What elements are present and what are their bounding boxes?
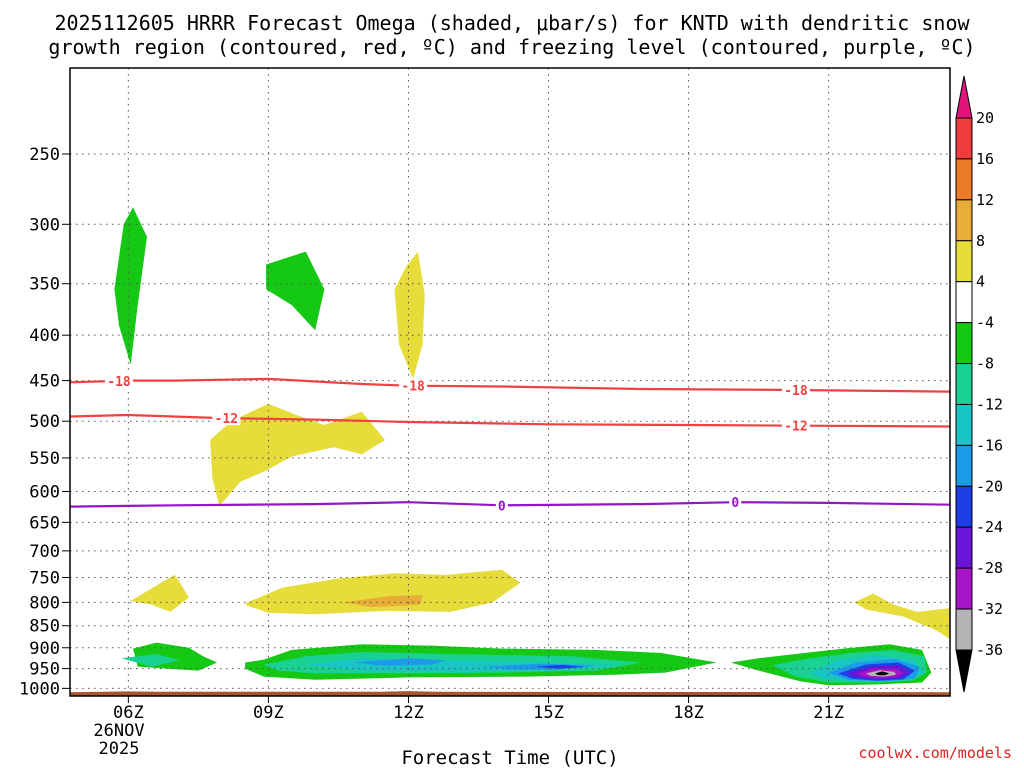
- isotherm-label-bg-2-1: [729, 495, 742, 510]
- colorbar-bin-12-to-16: [955, 158, 973, 201]
- ytick-label-600: 600: [29, 482, 60, 502]
- x-axis-ticks: 06Z 09Z 12Z 15Z 18Z 21Z: [113, 696, 844, 723]
- ytick-label-800: 800: [29, 593, 60, 613]
- date-label-year: 2025: [99, 739, 140, 759]
- omega-region-13: [352, 658, 446, 666]
- omega-region-24: [875, 671, 890, 676]
- omega-region-10: [121, 654, 180, 667]
- omega-region-4: [130, 574, 189, 612]
- isotherm-layer: -18 -18 -18 -12 -12 0 0: [70, 373, 950, 514]
- ytick-label-700: 700: [29, 542, 60, 562]
- isotherm-label-bg-0-0: [105, 373, 134, 388]
- ytick-label-300: 300: [29, 215, 60, 235]
- isotherm-label-bg-0-1: [399, 378, 428, 393]
- isotherm-label-2-0: 0: [498, 499, 506, 514]
- omega-region-15: [534, 664, 586, 669]
- isotherm-label-bg-2-0: [495, 498, 508, 513]
- ytick-label-250: 250: [29, 145, 60, 165]
- colorbar-bottom-arrow: [955, 649, 973, 693]
- colorbar-bin--32-to--28: [955, 567, 973, 610]
- isotherm-label-2-1: 0: [731, 496, 739, 511]
- colorbar: 20 16 12 8 4 -4 -8 -12 -16 -20 -24 -28 -32 -36: [955, 75, 1003, 693]
- isotherm-line-2: [70, 501, 950, 508]
- ytick-label-550: 550: [29, 449, 60, 469]
- terrain-band: [70, 691, 950, 696]
- isotherm-label-0-1: -18: [401, 380, 425, 395]
- colorbar-bin--12-to--8: [955, 363, 973, 405]
- y-axis-ticks: 2503003504004505005506006507007508008509…: [19, 145, 70, 699]
- ytick-label-650: 650: [29, 513, 60, 533]
- colorbar-label-5: -4: [976, 314, 994, 332]
- xtick-label-12Z: 12Z: [393, 703, 424, 723]
- ytick-label-400: 400: [29, 326, 60, 346]
- colorbar-bin--24-to--20: [955, 485, 973, 528]
- colorbar-label-7: -12: [976, 395, 1003, 413]
- colorbar-label-4: 4: [976, 273, 985, 291]
- xtick-label-18Z: 18Z: [673, 703, 704, 723]
- colorbar-label-10: -24: [976, 518, 1003, 536]
- colorbar-label-11: -28: [976, 559, 1003, 577]
- omega-region-0: [114, 207, 147, 365]
- isotherm-label-bg-1-0: [212, 411, 241, 426]
- colorbar-bin-16-to-20: [955, 117, 973, 160]
- omega-region-5: [245, 569, 521, 615]
- date-label-day: 26NOV: [93, 721, 144, 741]
- xtick-label-21Z: 21Z: [813, 703, 844, 723]
- gridlines: [70, 68, 950, 696]
- colorbar-bin-4-to-8: [955, 240, 973, 283]
- isotherm-line-1: [70, 413, 950, 428]
- isotherm-label-1-1: -12: [784, 420, 807, 435]
- colorbar-bin--16-to--12: [955, 403, 973, 446]
- xtick-label-09Z: 09Z: [253, 703, 284, 723]
- colorbar-label-6: -8: [976, 355, 994, 373]
- ytick-label-900: 900: [29, 639, 60, 659]
- colorbar-label-8: -16: [976, 436, 1003, 454]
- colorbar-label-1: 16: [976, 150, 994, 168]
- isotherm-label-0-0: -18: [107, 375, 131, 390]
- colorbar-bin-8-to-12: [955, 199, 973, 242]
- isotherm-label-0-2: -18: [784, 384, 808, 399]
- plot-frame: [69, 67, 951, 697]
- colorbar-bin--28-to--24: [955, 526, 973, 569]
- colorbar-bin--20-to--16: [955, 444, 973, 487]
- omega-region-1: [266, 251, 325, 331]
- ytick-label-950: 950: [29, 660, 60, 680]
- xtick-label-15Z: 15Z: [533, 703, 564, 723]
- colorbar-bin--4-to-4: [955, 281, 973, 324]
- colorbar-bin--8-to--4: [955, 322, 973, 365]
- colorbar-label-3: 8: [976, 232, 985, 250]
- ytick-label-500: 500: [29, 412, 60, 432]
- ytick-label-1000: 1000: [19, 679, 60, 699]
- colorbar-label-13: -36: [976, 641, 1003, 659]
- colorbar-label-9: -20: [976, 477, 1003, 495]
- isotherm-label-bg-1-1: [781, 418, 810, 433]
- chart-title-line1: 2025112605 HRRR Forecast Omega (shaded, …: [54, 11, 970, 35]
- xtick-label-06Z: 06Z: [113, 703, 144, 723]
- ytick-label-850: 850: [29, 617, 60, 637]
- omega-region-3: [210, 403, 386, 506]
- omega-shading-layer: [114, 207, 950, 686]
- colorbar-top-arrow: [955, 75, 973, 119]
- omega-region-7: [854, 593, 950, 640]
- chart-title-line2: growth region (contoured, red, ºC) and f…: [48, 35, 975, 59]
- x-axis-label: Forecast Time (UTC): [401, 747, 618, 768]
- terrain-layer: [70, 691, 950, 696]
- colorbar-label-0: 20: [976, 109, 994, 127]
- omega-region-6: [343, 595, 423, 608]
- site-credit: coolwx.com/models: [858, 744, 1012, 762]
- colorbar-label-12: -32: [976, 600, 1003, 618]
- isotherm-label-1-0: -12: [215, 412, 238, 427]
- isotherm-line-0: [70, 377, 950, 393]
- omega-region-2: [394, 251, 425, 379]
- ytick-label-450: 450: [29, 372, 60, 392]
- isotherm-label-bg-0-2: [781, 383, 810, 398]
- colorbar-label-2: 12: [976, 191, 994, 209]
- ytick-label-750: 750: [29, 568, 60, 588]
- ytick-label-350: 350: [29, 275, 60, 295]
- colorbar-bin--36-to--32: [955, 608, 973, 651]
